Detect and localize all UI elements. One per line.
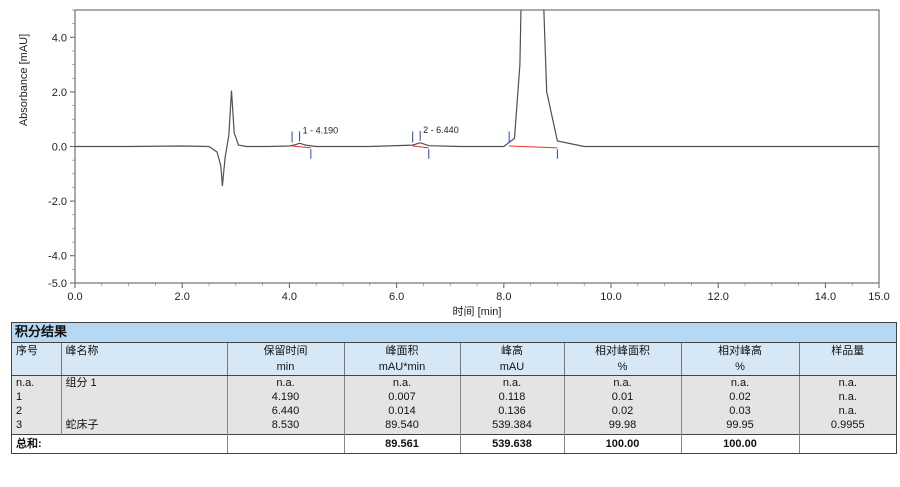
table-cell: 539.384 [460, 418, 565, 435]
y-tick-label: 0.0 [52, 142, 67, 154]
table-cell: 0.007 [344, 390, 461, 404]
unit-cell: % [564, 359, 682, 376]
unit-cell: % [681, 359, 800, 376]
table-cell: 0.118 [460, 390, 565, 404]
table-cell: n.a. [564, 375, 682, 390]
unit-cell: min [227, 359, 345, 376]
chromatogram-svg: 4.0 2.0 0.0 -2.0 -4.0 -5.0 0.0 2.0 4.0 6.0 8.0 10.… [18, 9, 890, 318]
table-cell: n.a. [344, 375, 461, 390]
table-cell: 99.98 [564, 418, 682, 435]
x-tick-label: 8.0 [496, 291, 511, 303]
table-cell: 6.440 [227, 404, 345, 418]
table-cell: 1 [12, 390, 62, 404]
integration-results-panel: 积分结果 序号 峰名称 保留时间 峰面积 峰高 相对峰面积 相对峰高 样品量 m… [11, 322, 897, 454]
col-header-relative-height: 相对峰高 [681, 343, 800, 359]
table-cell: 0.01 [564, 390, 682, 404]
y-tick-label: 2.0 [52, 87, 67, 99]
integration-baseline [412, 145, 429, 149]
table-cell: n.a. [460, 375, 565, 390]
unit-cell [12, 359, 62, 376]
table-row: 3 蛇床子 8.530 89.540 539.384 99.98 99.95 0… [12, 418, 896, 435]
unit-cell [61, 359, 228, 376]
table-cell: 0.03 [681, 404, 800, 418]
x-tick-label: 14.0 [815, 291, 836, 303]
peak-label: 1 - 4.190 [303, 125, 339, 135]
table-row: n.a. 组分 1 n.a. n.a. n.a. n.a. n.a. n.a. [12, 375, 896, 390]
col-header-peak-name: 峰名称 [61, 343, 228, 359]
table-cell: 0.136 [460, 404, 565, 418]
total-cell [799, 434, 896, 453]
total-cell [227, 434, 345, 453]
y-tick-label: -2.0 [48, 196, 67, 208]
results-table: 序号 峰名称 保留时间 峰面积 峰高 相对峰面积 相对峰高 样品量 min mA… [12, 343, 896, 453]
unit-cell: mAU [460, 359, 565, 376]
x-tick-label: 6.0 [389, 291, 404, 303]
x-tick-label: 0.0 [67, 291, 82, 303]
table-row: 1 4.190 0.007 0.118 0.01 0.02 n.a. [12, 390, 896, 404]
peak-annotations: 1 - 4.190 2 - 6.440 [291, 125, 558, 159]
table-cell: 2 [12, 404, 62, 418]
table-cell: n.a. [227, 375, 345, 390]
total-row: 总和: 89.561 539.638 100.00 100.00 [12, 434, 896, 453]
chromatogram-trace [75, 10, 879, 187]
results-title: 积分结果 [12, 323, 896, 343]
table-cell: 0.014 [344, 404, 461, 418]
x-axis: 0.0 2.0 4.0 6.0 8.0 10.0 12.0 14.0 15.0 [67, 283, 890, 303]
table-cell: n.a. [799, 390, 896, 404]
y-tick-label: -4.0 [48, 251, 67, 263]
total-cell: 539.638 [460, 434, 565, 453]
table-cell: n.a. [681, 375, 800, 390]
table-cell [61, 390, 228, 404]
total-cell: 100.00 [564, 434, 682, 453]
table-cell: n.a. [799, 404, 896, 418]
unit-cell [799, 359, 896, 376]
table-cell: 89.540 [344, 418, 461, 435]
table-cell: 0.02 [564, 404, 682, 418]
x-tick-label: 4.0 [282, 291, 297, 303]
y-axis: 4.0 2.0 0.0 -2.0 -4.0 -5.0 [48, 9, 75, 290]
table-cell: 3 [12, 418, 62, 435]
table-cell: 组分 1 [61, 375, 228, 390]
table-cell: n.a. [12, 375, 62, 390]
table-cell [61, 404, 228, 418]
peak-label: 2 - 6.440 [423, 125, 459, 135]
x-axis-label: 时间 [min] [453, 305, 502, 318]
table-cell: 4.190 [227, 390, 345, 404]
y-axis-label: Absorbance [mAU] [18, 34, 30, 126]
col-header-retention-time: 保留时间 [227, 343, 345, 359]
integration-baseline [509, 145, 558, 149]
table-cell: 0.9955 [799, 418, 896, 435]
table-cell: 8.530 [227, 418, 345, 435]
total-label: 总和: [12, 434, 228, 453]
y-tick-label: -5.0 [48, 278, 67, 290]
units-row: min mAU*min mAU % % [12, 359, 896, 376]
total-cell: 100.00 [681, 434, 800, 453]
table-cell: 蛇床子 [61, 418, 228, 435]
unit-cell: mAU*min [344, 359, 461, 376]
col-header-relative-area: 相对峰面积 [564, 343, 682, 359]
x-tick-label: 15.0 [868, 291, 889, 303]
col-header-index: 序号 [12, 343, 62, 359]
chromatogram-chart: 4.0 2.0 0.0 -2.0 -4.0 -5.0 0.0 2.0 4.0 6.0 8.0 10.… [18, 9, 890, 318]
x-tick-label: 12.0 [707, 291, 728, 303]
x-tick-label: 10.0 [600, 291, 621, 303]
table-row: 2 6.440 0.014 0.136 0.02 0.03 n.a. [12, 404, 896, 418]
x-tick-label: 2.0 [175, 291, 190, 303]
total-cell: 89.561 [344, 434, 461, 453]
col-header-peak-area: 峰面积 [344, 343, 461, 359]
integration-baseline [292, 145, 311, 149]
trace-group [75, 10, 879, 187]
table-cell: n.a. [799, 375, 896, 390]
col-header-sample-amount: 样品量 [799, 343, 896, 359]
col-header-peak-height: 峰高 [460, 343, 565, 359]
table-cell: 0.02 [681, 390, 800, 404]
y-tick-label: 4.0 [52, 32, 67, 44]
header-row: 序号 峰名称 保留时间 峰面积 峰高 相对峰面积 相对峰高 样品量 [12, 343, 896, 359]
table-cell: 99.95 [681, 418, 800, 435]
